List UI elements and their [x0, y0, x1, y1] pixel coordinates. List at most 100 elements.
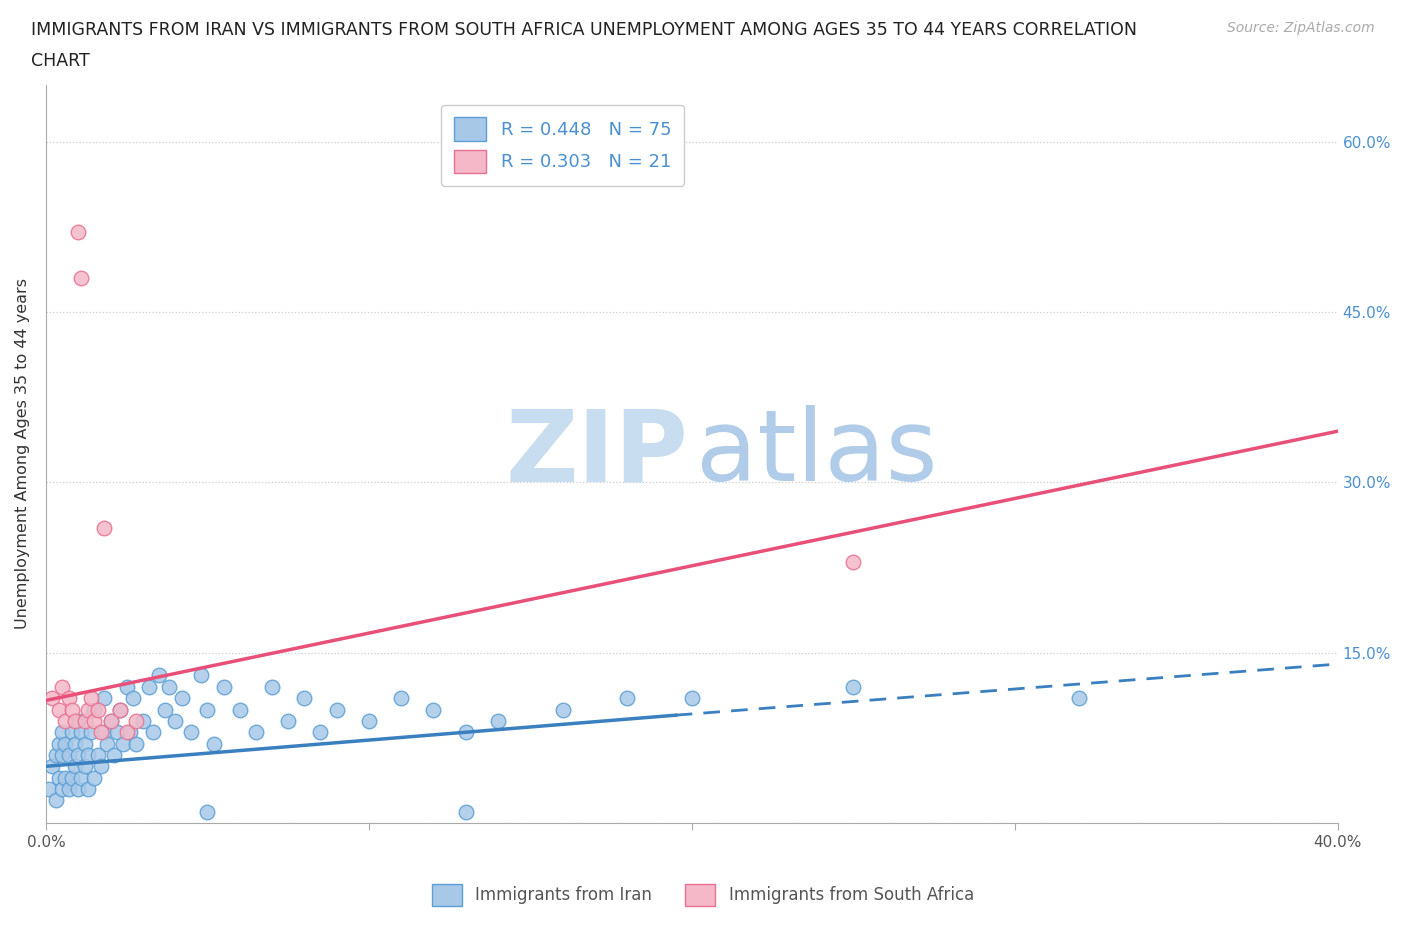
Point — [212, 679, 235, 694]
Point — [551, 702, 574, 717]
Point — [138, 679, 160, 694]
Point — [41, 759, 63, 774]
Point — [157, 679, 180, 694]
Point — [58, 781, 80, 796]
Point — [100, 713, 122, 728]
Point — [110, 702, 132, 717]
Text: ZIP: ZIP — [505, 405, 688, 502]
Point — [132, 713, 155, 728]
Point — [70, 271, 93, 286]
Point — [48, 737, 70, 751]
Point — [842, 554, 865, 569]
Point — [73, 737, 96, 751]
Point — [51, 724, 73, 739]
Point — [325, 702, 347, 717]
Point — [51, 679, 73, 694]
Point — [616, 691, 638, 706]
Point — [51, 781, 73, 796]
Point — [486, 713, 509, 728]
Point — [309, 724, 332, 739]
Point — [122, 691, 145, 706]
Point — [96, 737, 118, 751]
Point — [86, 702, 108, 717]
Point — [93, 724, 115, 739]
Point — [112, 737, 135, 751]
Point — [48, 702, 70, 717]
Legend: R = 0.448   N = 75, R = 0.303   N = 21: R = 0.448 N = 75, R = 0.303 N = 21 — [441, 105, 685, 186]
Point — [80, 724, 103, 739]
Point — [197, 804, 219, 819]
Point — [63, 737, 86, 751]
Point — [70, 770, 93, 785]
Point — [58, 691, 80, 706]
Point — [45, 748, 67, 763]
Point — [60, 770, 83, 785]
Point — [118, 724, 141, 739]
Point — [180, 724, 202, 739]
Point — [105, 724, 128, 739]
Point — [93, 520, 115, 535]
Point — [277, 713, 299, 728]
Point — [60, 702, 83, 717]
Point — [681, 691, 703, 706]
Point — [48, 770, 70, 785]
Point — [100, 713, 122, 728]
Point — [90, 759, 112, 774]
Point — [110, 702, 132, 717]
Point — [260, 679, 283, 694]
Point — [67, 781, 90, 796]
Point — [86, 748, 108, 763]
Point — [389, 691, 412, 706]
Point — [63, 759, 86, 774]
Point — [228, 702, 250, 717]
Point — [125, 713, 148, 728]
Point — [93, 691, 115, 706]
Point — [148, 668, 170, 683]
Point — [63, 713, 86, 728]
Point — [58, 748, 80, 763]
Point — [202, 737, 225, 751]
Point — [422, 702, 444, 717]
Text: atlas: atlas — [696, 405, 938, 502]
Point — [115, 724, 138, 739]
Point — [41, 691, 63, 706]
Point — [83, 770, 105, 785]
Point — [292, 691, 315, 706]
Point — [125, 737, 148, 751]
Point — [77, 748, 100, 763]
Point — [197, 702, 219, 717]
Point — [90, 724, 112, 739]
Point — [53, 770, 76, 785]
Point — [77, 781, 100, 796]
Point — [454, 804, 477, 819]
Point — [842, 679, 865, 694]
Legend: Immigrants from Iran, Immigrants from South Africa: Immigrants from Iran, Immigrants from So… — [425, 878, 981, 912]
Point — [170, 691, 193, 706]
Text: IMMIGRANTS FROM IRAN VS IMMIGRANTS FROM SOUTH AFRICA UNEMPLOYMENT AMONG AGES 35 : IMMIGRANTS FROM IRAN VS IMMIGRANTS FROM … — [31, 21, 1137, 39]
Point — [73, 759, 96, 774]
Text: CHART: CHART — [31, 52, 90, 70]
Point — [165, 713, 187, 728]
Point — [53, 713, 76, 728]
Point — [83, 713, 105, 728]
Point — [1069, 691, 1091, 706]
Point — [38, 781, 60, 796]
Point — [67, 713, 90, 728]
Point — [103, 748, 125, 763]
Point — [45, 793, 67, 808]
Point — [83, 702, 105, 717]
Point — [67, 225, 90, 240]
Point — [53, 737, 76, 751]
Point — [357, 713, 380, 728]
Text: Source: ZipAtlas.com: Source: ZipAtlas.com — [1227, 21, 1375, 35]
Point — [80, 691, 103, 706]
Point — [70, 724, 93, 739]
Point — [245, 724, 267, 739]
Point — [51, 748, 73, 763]
Point — [60, 724, 83, 739]
Point — [454, 724, 477, 739]
Point — [77, 702, 100, 717]
Y-axis label: Unemployment Among Ages 35 to 44 years: Unemployment Among Ages 35 to 44 years — [15, 278, 30, 630]
Point — [115, 679, 138, 694]
Point — [73, 713, 96, 728]
